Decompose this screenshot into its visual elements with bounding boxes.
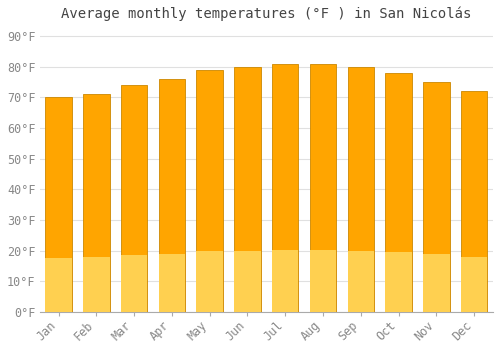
Bar <box>423 254 450 312</box>
Bar <box>196 70 223 312</box>
Bar <box>272 64 298 312</box>
Title: Average monthly temperatures (°F ) in San Nicolás: Average monthly temperatures (°F ) in Sa… <box>61 7 472 21</box>
Bar <box>272 250 298 312</box>
Bar <box>461 257 487 312</box>
Bar <box>83 257 110 312</box>
Bar <box>158 79 185 312</box>
Bar <box>234 251 260 312</box>
Bar <box>348 251 374 312</box>
Bar <box>310 64 336 312</box>
Bar <box>158 253 185 312</box>
Bar <box>83 94 110 312</box>
Bar <box>310 250 336 312</box>
Bar <box>121 85 148 312</box>
Bar <box>348 66 374 312</box>
Bar <box>46 258 72 312</box>
Bar <box>196 251 223 312</box>
Bar <box>386 252 412 312</box>
Bar <box>46 97 72 312</box>
Bar <box>121 255 148 312</box>
Bar <box>386 73 412 312</box>
Bar <box>234 66 260 312</box>
Bar <box>423 82 450 312</box>
Bar <box>461 91 487 312</box>
